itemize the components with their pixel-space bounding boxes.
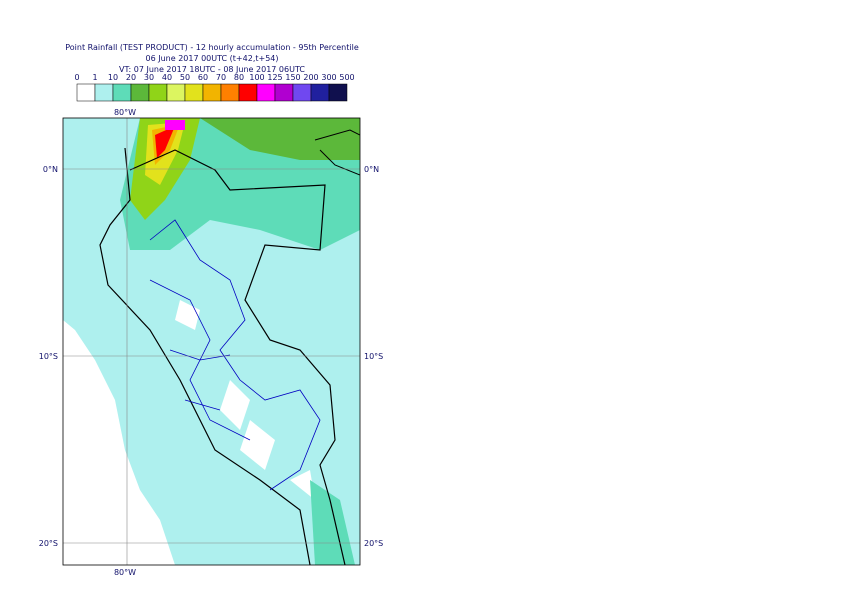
legend-swatch: [238, 83, 258, 102]
legend-label: 20: [126, 73, 136, 82]
valid-time: VT: 07 June 2017 18UTC - 08 June 2017 06…: [119, 65, 305, 74]
map: [63, 118, 360, 565]
legend-swatch: [130, 83, 150, 102]
legend-label: 200: [303, 73, 318, 82]
legend-label: 80: [234, 73, 244, 82]
base-time: 06 June 2017 00UTC (t+42,t+54): [146, 54, 279, 63]
lat-label: 0°N: [364, 165, 379, 174]
legend-swatch: [256, 83, 276, 102]
legend-swatch: [328, 83, 348, 102]
lat-label: 20°S: [364, 539, 383, 548]
legend-label: 30: [144, 73, 154, 82]
legend-swatch: [148, 83, 168, 102]
legend-label: 10: [108, 73, 118, 82]
map-frame: [62, 117, 361, 566]
legend-swatch: [184, 83, 204, 102]
lon-label-top: 80°W: [114, 108, 136, 117]
legend-swatch: [76, 83, 96, 102]
lon-label-bottom: 80°W: [114, 568, 136, 577]
legend-label: 60: [198, 73, 208, 82]
legend-label: 1: [92, 73, 97, 82]
legend: 0 1 10 20 30 40 50 60 70 80 100 125 150 200 300 500: [74, 73, 355, 102]
legend-label: 70: [216, 73, 226, 82]
legend-swatch: [310, 83, 330, 102]
legend-label: 300: [321, 73, 336, 82]
title: Point Rainfall (TEST PRODUCT) - 12 hourl…: [65, 43, 359, 52]
legend-swatch: [94, 83, 114, 102]
legend-swatch: [274, 83, 294, 102]
lat-label: 20°S: [39, 539, 58, 548]
legend-label: 150: [285, 73, 300, 82]
legend-label: 100: [249, 73, 264, 82]
legend-swatch: [112, 83, 132, 102]
legend-swatch: [220, 83, 240, 102]
legend-label: 50: [180, 73, 190, 82]
legend-swatch: [166, 83, 186, 102]
legend-label: 0: [74, 73, 79, 82]
legend-label: 500: [339, 73, 354, 82]
lat-label: 0°N: [43, 165, 58, 174]
lat-label: 10°S: [364, 352, 383, 361]
legend-label: 125: [267, 73, 282, 82]
legend-label: 40: [162, 73, 172, 82]
legend-swatch: [292, 83, 312, 102]
lat-label: 10°S: [39, 352, 58, 361]
legend-swatch: [202, 83, 222, 102]
